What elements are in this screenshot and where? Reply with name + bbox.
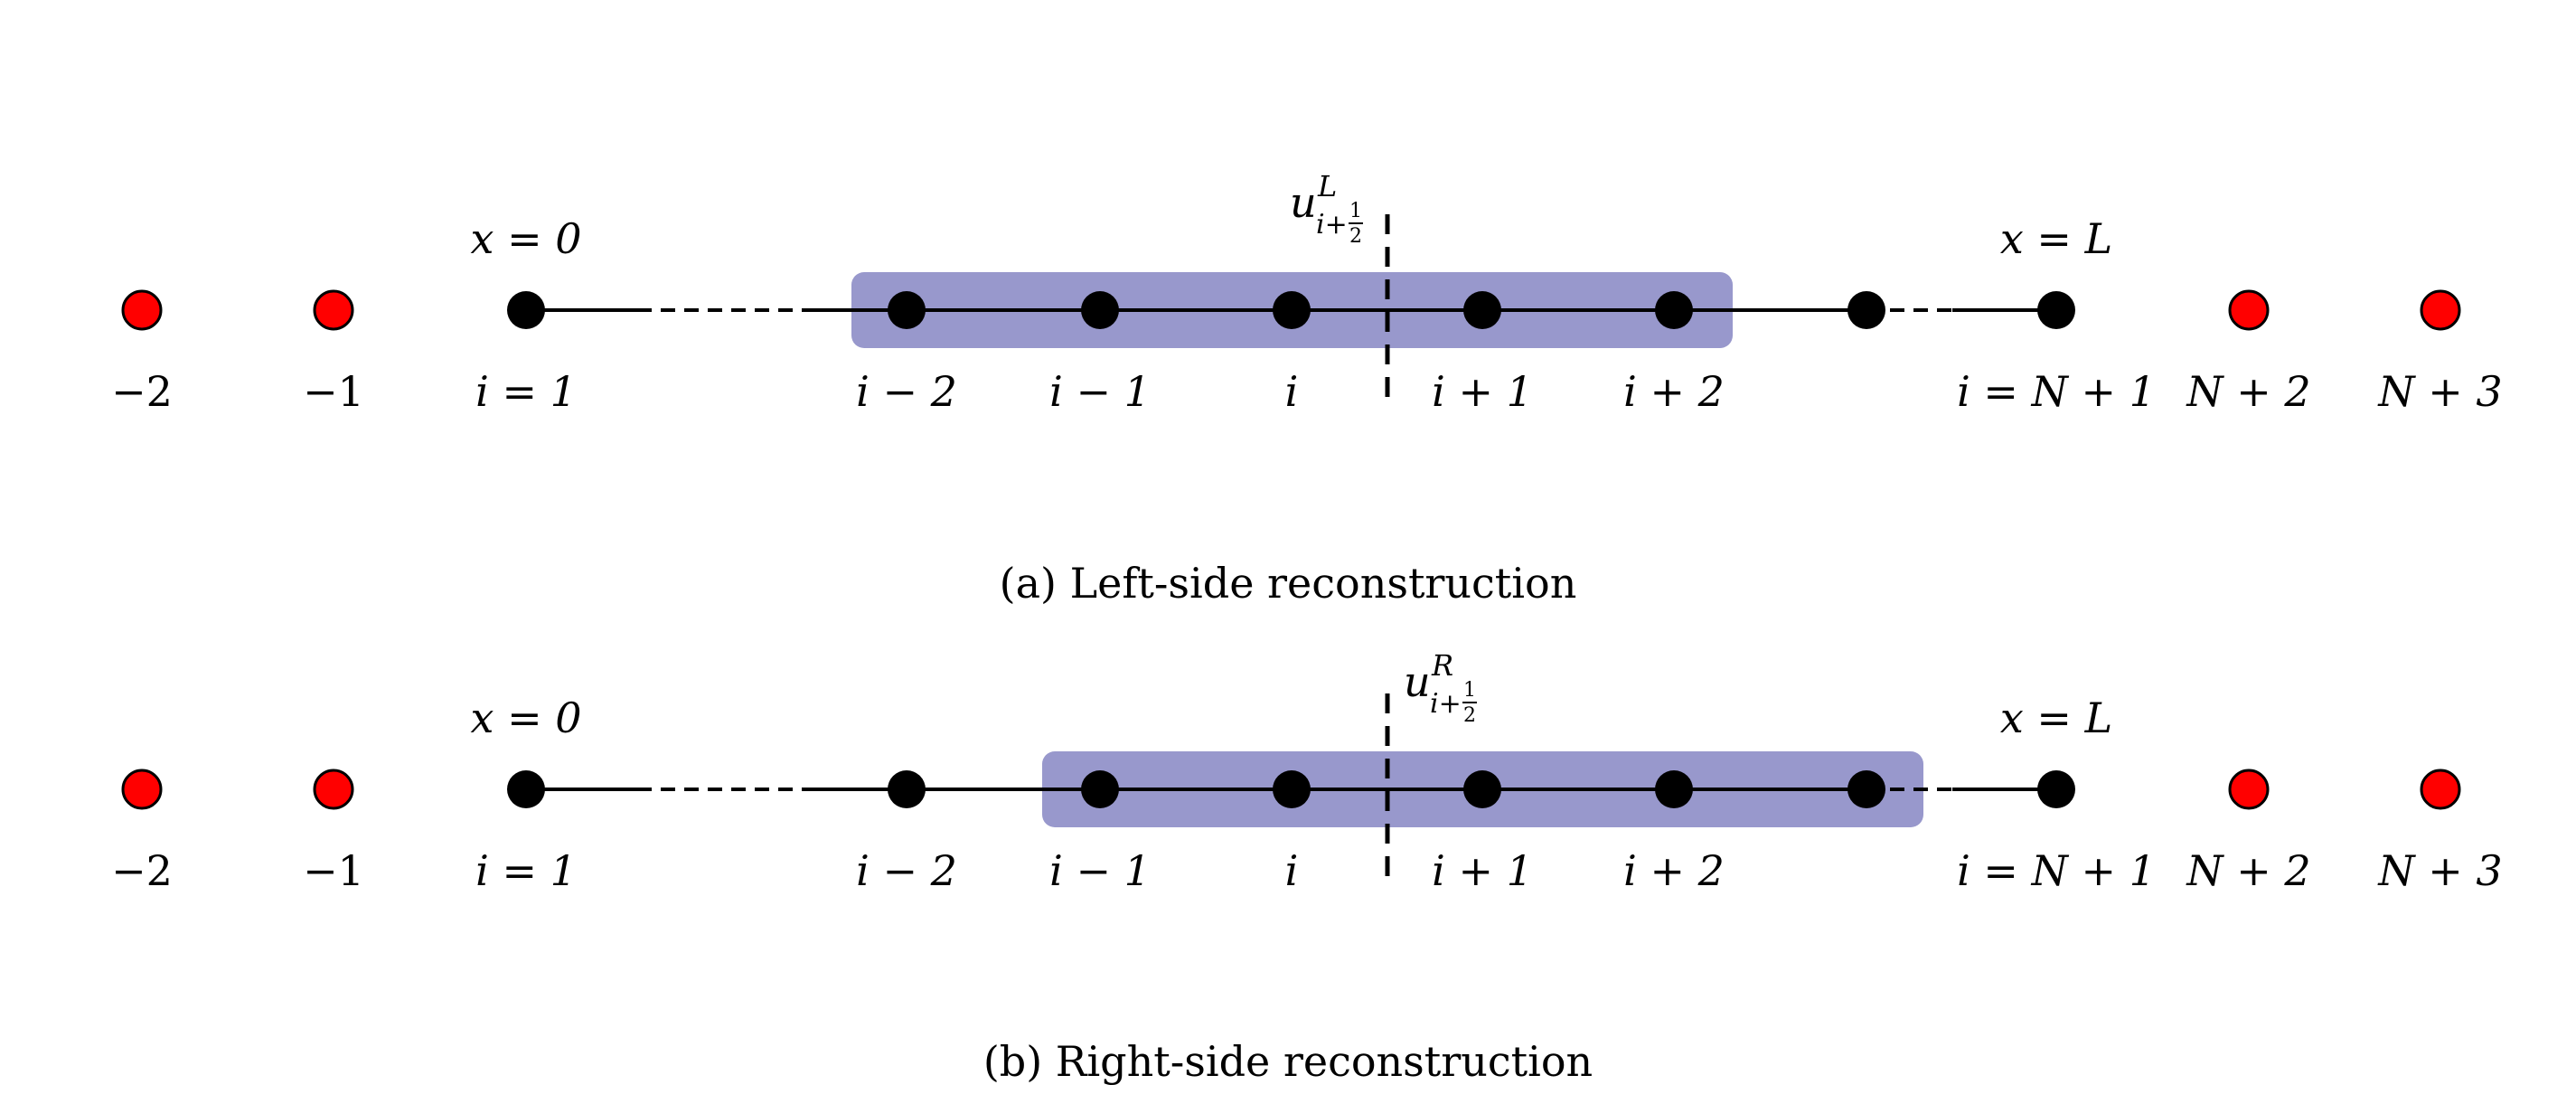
ghost-point-n-plus-2 — [2228, 289, 2270, 331]
grid-point-i-plus-2 — [1655, 770, 1693, 808]
grid-point-n-plus-1 — [2037, 770, 2075, 808]
grid-point-i-minus-1 — [1081, 770, 1119, 808]
svg-text:i+: i+ — [1430, 688, 1462, 720]
ghost-point-minus-1 — [313, 289, 354, 331]
label-i-minus-1: i − 1 — [1049, 846, 1151, 895]
svg-text:1: 1 — [1463, 679, 1476, 702]
svg-text:u: u — [1290, 178, 1317, 227]
grid-point-i-plus-1 — [1463, 770, 1501, 808]
label-minus-1: −1 — [303, 846, 364, 895]
boundary-label-left-a: x = 0 — [471, 214, 582, 263]
boundary-label-right-b: x = L — [2000, 693, 2112, 742]
grid-point-i-plus-3 — [1847, 770, 1885, 808]
grid-point-i-plus-3 — [1847, 291, 1885, 329]
grid-point-i-minus-2 — [888, 770, 926, 808]
svg-text:L: L — [1317, 169, 1337, 203]
label-i-equals-1: i = 1 — [475, 846, 577, 895]
points-b — [121, 769, 2461, 810]
svg-text:i+: i+ — [1316, 209, 1348, 241]
ghost-point-n-plus-2 — [2228, 769, 2270, 810]
grid-point-i-plus-1 — [1463, 291, 1501, 329]
label-i-equals-n-plus-1: i = N + 1 — [1957, 367, 2156, 416]
interface-value-label-a: u L i+ 1 2 — [1290, 169, 1363, 248]
svg-text:1: 1 — [1349, 200, 1362, 222]
grid-point-i-minus-2 — [888, 291, 926, 329]
ghost-point-n-plus-3 — [2420, 769, 2461, 810]
grid-point-n-plus-1 — [2037, 291, 2075, 329]
label-n-plus-3: N + 3 — [2377, 367, 2502, 416]
label-i-plus-2: i + 2 — [1623, 846, 1725, 895]
grid-point-i-minus-1 — [1081, 291, 1119, 329]
label-i-equals-n-plus-1: i = N + 1 — [1957, 846, 2156, 895]
boundary-label-right-a: x = L — [2000, 214, 2112, 263]
grid-point-i — [1273, 291, 1311, 329]
grid-point-1 — [507, 291, 545, 329]
label-i: i — [1285, 367, 1299, 416]
label-i-plus-2: i + 2 — [1623, 367, 1725, 416]
panel-b: −2 −1 i = 1 i − 2 i − 1 i i + 1 i + 2 i … — [111, 648, 2503, 1086]
label-i-minus-2: i − 2 — [856, 846, 957, 895]
node-labels-a: −2 −1 i = 1 i − 2 i − 1 i i + 1 i + 2 i … — [111, 367, 2503, 416]
label-minus-2: −2 — [111, 846, 173, 895]
ghost-point-minus-2 — [121, 289, 163, 331]
label-i-plus-1: i + 1 — [1432, 367, 1533, 416]
ghost-point-minus-2 — [121, 769, 163, 810]
label-minus-1: −1 — [303, 367, 364, 416]
label-i-equals-1: i = 1 — [475, 367, 577, 416]
label-n-plus-2: N + 2 — [2186, 846, 2310, 895]
svg-text:2: 2 — [1463, 704, 1476, 727]
label-n-plus-3: N + 3 — [2377, 846, 2502, 895]
svg-text:R: R — [1431, 648, 1453, 683]
interface-value-label-b: u R i+ 1 2 — [1404, 648, 1477, 727]
grid-point-i-plus-2 — [1655, 291, 1693, 329]
ghost-point-minus-1 — [313, 769, 354, 810]
boundary-label-left-b: x = 0 — [471, 693, 582, 742]
label-i-minus-1: i − 1 — [1049, 367, 1151, 416]
caption-a: (a) Left-side reconstruction — [1000, 559, 1577, 608]
svg-text:u: u — [1404, 657, 1431, 706]
label-i: i — [1285, 846, 1299, 895]
label-n-plus-2: N + 2 — [2186, 367, 2310, 416]
caption-b: (b) Right-side reconstruction — [983, 1037, 1593, 1086]
panel-a: −2 −1 i = 1 i − 2 i − 1 i i + 1 i + 2 i … — [111, 169, 2503, 608]
grid-point-1 — [507, 770, 545, 808]
label-i-minus-2: i − 2 — [856, 367, 957, 416]
label-minus-2: −2 — [111, 367, 173, 416]
grid-point-i — [1273, 770, 1311, 808]
svg-text:2: 2 — [1349, 225, 1362, 248]
ghost-point-n-plus-3 — [2420, 289, 2461, 331]
node-labels-b: −2 −1 i = 1 i − 2 i − 1 i i + 1 i + 2 i … — [111, 846, 2503, 895]
points-a — [121, 289, 2461, 331]
label-i-plus-1: i + 1 — [1432, 846, 1533, 895]
